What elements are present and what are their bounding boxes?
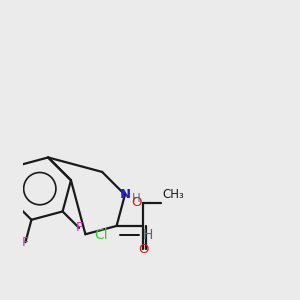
Text: O: O (131, 196, 141, 209)
Text: Cl: Cl (94, 228, 107, 242)
Text: O: O (138, 243, 148, 256)
Text: CH₃: CH₃ (163, 188, 184, 201)
Text: F: F (22, 236, 29, 249)
Text: F: F (76, 221, 82, 234)
Text: H: H (132, 192, 140, 205)
Text: N: N (119, 188, 130, 201)
Text: H: H (142, 228, 153, 242)
